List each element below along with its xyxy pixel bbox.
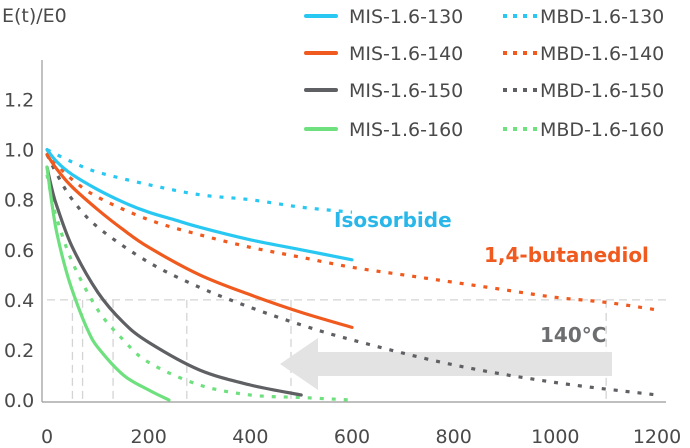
- x-tick-label: 1000: [531, 426, 579, 448]
- left-arrow-icon: [280, 338, 612, 390]
- y-axis-label: E(t)/E0: [2, 5, 67, 27]
- x-tick-label: 400: [232, 426, 268, 448]
- x-tick-label: 0: [41, 426, 53, 448]
- x-tick-label: 1200: [633, 426, 681, 448]
- series-line-mbd-1.6-160: [45, 174, 353, 402]
- legend-label: MBD-1.6-130: [540, 6, 664, 28]
- temperature-arrow-group: [280, 338, 612, 390]
- series-line-mbd-1.6-150: [45, 153, 658, 397]
- legend-label: MBD-1.6-150: [540, 80, 664, 102]
- series-line-mis-1.6-130: [45, 148, 354, 262]
- y-tick-label: 0.0: [4, 390, 34, 412]
- legend-label: MBD-1.6-140: [540, 43, 664, 65]
- x-tick-label: 800: [436, 426, 472, 448]
- x-tick-label: 200: [131, 426, 167, 448]
- legend-label: MIS-1.6-150: [349, 80, 463, 102]
- series-line-mis-1.6-160: [45, 165, 171, 402]
- temperature-label: 140°C: [540, 323, 606, 347]
- series-lines: [45, 148, 658, 402]
- series-line-mis-1.6-140: [45, 153, 354, 329]
- legend: MIS-1.6-130 MIS-1.6-140 MIS-1.6-150 MIS-1.6…: [304, 6, 664, 141]
- tick-labels: 0 200 400 600 800 1000 1200 0.0 0.2 0.4 0.6 0.8 1.0 1…: [4, 90, 681, 448]
- x-tick-label: 600: [334, 426, 370, 448]
- series-line-mbd-1.6-130: [46, 148, 353, 214]
- series-line-mis-1.6-150: [45, 165, 303, 397]
- y-tick-label: 0.4: [4, 290, 34, 312]
- butanediol-label: 1,4-butanediol: [484, 243, 649, 267]
- legend-label: MIS-1.6-160: [349, 119, 463, 141]
- y-tick-label: 0.8: [4, 190, 34, 212]
- y-tick-label: 0.2: [4, 340, 34, 362]
- y-tick-label: 1.0: [4, 140, 34, 162]
- isosorbide-label: Isosorbide: [334, 208, 452, 232]
- legend-label: MIS-1.6-140: [349, 43, 463, 65]
- legend-label: MIS-1.6-130: [349, 6, 463, 28]
- axes: [41, 60, 666, 403]
- legend-label: MBD-1.6-160: [540, 119, 664, 141]
- y-tick-label: 1.2: [4, 90, 34, 112]
- y-tick-label: 0.6: [4, 240, 34, 262]
